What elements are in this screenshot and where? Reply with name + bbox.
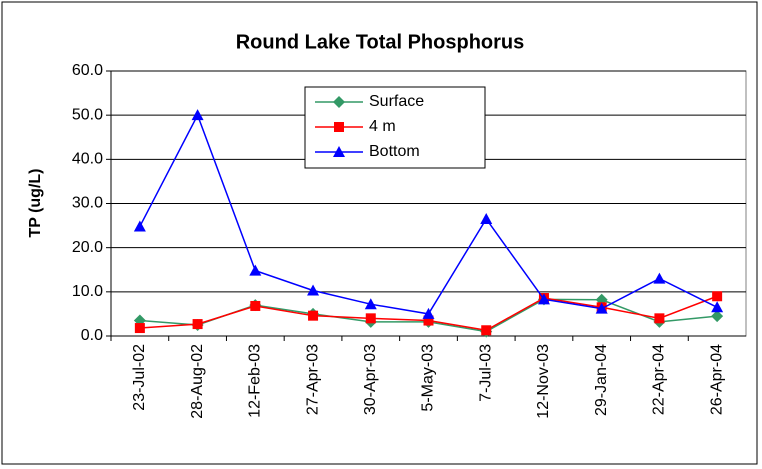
marker: [423, 315, 434, 326]
y-tick-label: 40.0: [72, 151, 103, 168]
x-tick-label: 30-Apr-03: [362, 344, 379, 415]
marker: [595, 302, 608, 314]
marker: [365, 313, 376, 324]
x-tick-label: 28-Aug-02: [189, 344, 206, 419]
x-tick-label: 23-Jul-02: [131, 344, 148, 411]
marker: [249, 264, 262, 276]
marker: [307, 284, 320, 296]
marker: [364, 298, 377, 310]
marker: [333, 96, 345, 108]
x-tick-label: 26-Apr-04: [708, 344, 725, 415]
y-tick-label: 30.0: [72, 195, 103, 212]
marker: [480, 212, 493, 224]
marker: [481, 325, 492, 336]
y-axis-label: TP (ug/L): [27, 168, 44, 237]
legend-label: Surface: [369, 93, 424, 110]
legend-label: 4 m: [369, 118, 396, 135]
marker: [250, 300, 261, 311]
x-tick-label: 22-Apr-04: [651, 344, 668, 415]
chart-title: Round Lake Total Phosphorus: [236, 31, 525, 53]
y-tick-label: 50.0: [72, 106, 103, 123]
x-tick-label: 12-Feb-03: [247, 344, 264, 418]
marker: [334, 122, 344, 132]
x-tick-label: 7-Jul-03: [477, 344, 494, 402]
y-tick-label: 10.0: [72, 283, 103, 300]
marker: [711, 301, 724, 313]
marker: [537, 293, 550, 305]
marker: [191, 109, 204, 121]
y-tick-label: 60.0: [72, 62, 103, 79]
x-tick-label: 29-Jan-04: [593, 344, 610, 416]
y-tick-label: 0.0: [81, 327, 103, 344]
legend-label: Bottom: [369, 143, 420, 160]
marker: [712, 291, 723, 302]
marker: [308, 310, 319, 321]
marker: [133, 220, 146, 232]
marker: [653, 272, 666, 284]
marker: [192, 319, 203, 330]
y-tick-label: 20.0: [72, 239, 103, 256]
x-tick-label: 27-Apr-03: [304, 344, 321, 415]
x-tick-label: 12-Nov-03: [535, 344, 552, 419]
marker: [134, 323, 145, 334]
marker: [333, 146, 345, 157]
marker: [711, 310, 724, 323]
marker: [654, 313, 665, 324]
marker: [422, 307, 435, 319]
x-tick-label: 5-May-03: [420, 344, 437, 412]
